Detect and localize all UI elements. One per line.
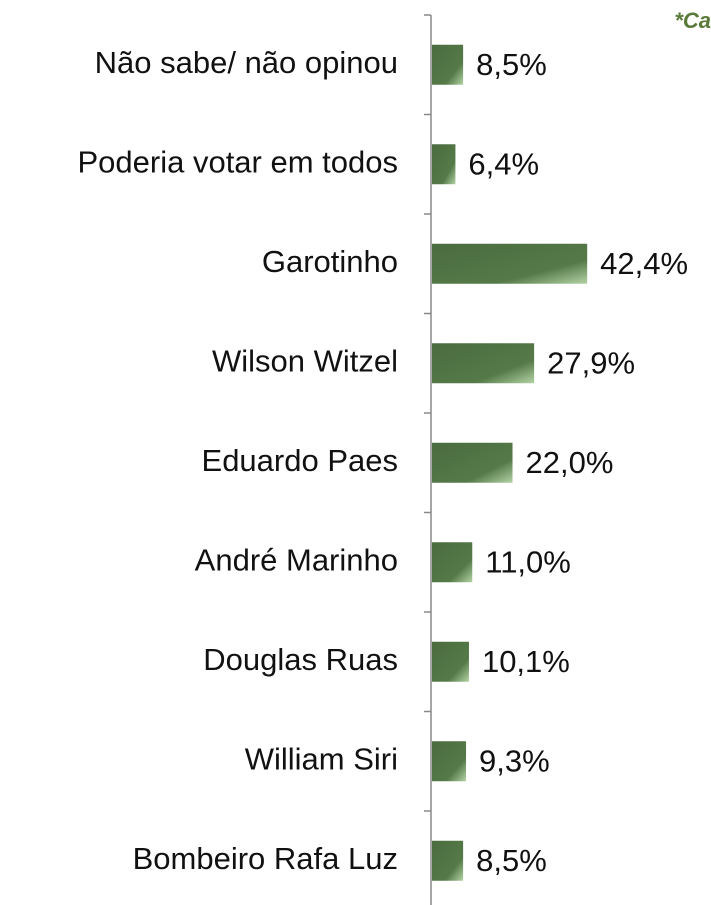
category-label: Bombeiro Rafa Luz [133, 841, 398, 876]
bar [432, 442, 513, 483]
value-label: 27,9% [547, 345, 635, 380]
value-label: 6,4% [468, 146, 539, 181]
bar [432, 44, 464, 85]
value-label: 22,0% [526, 445, 614, 480]
category-label: André Marinho [195, 542, 398, 577]
bar [432, 741, 467, 782]
bar [432, 840, 464, 881]
bar [432, 641, 469, 682]
value-label: 10,1% [482, 644, 570, 679]
value-label: 9,3% [479, 743, 550, 778]
category-label: Wilson Witzel [212, 343, 398, 378]
value-label: 8,5% [476, 843, 547, 878]
bar [432, 343, 535, 384]
category-label: Douglas Ruas [203, 642, 398, 677]
category-label: Garotinho [262, 244, 398, 279]
category-label: William Siri [245, 741, 398, 776]
bar [432, 542, 473, 583]
category-label: Eduardo Paes [202, 443, 398, 478]
value-label: 8,5% [476, 47, 547, 82]
category-label: Poderia votar em todos [77, 144, 398, 179]
annotation: *Ca [674, 8, 711, 33]
value-label: 42,4% [600, 246, 688, 281]
bar [432, 144, 456, 185]
bar [432, 243, 588, 284]
value-label: 11,0% [485, 544, 571, 579]
category-label: Não sabe/ não opinou [95, 45, 398, 80]
